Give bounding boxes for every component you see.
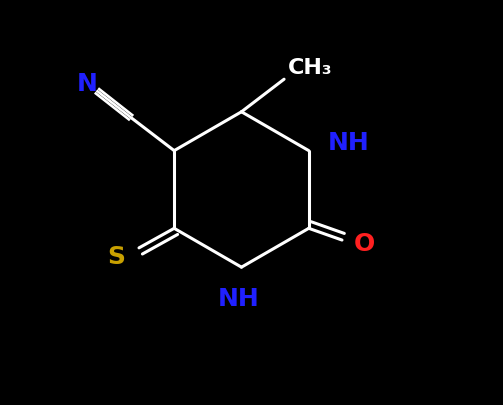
Text: NH: NH <box>218 286 260 311</box>
Text: N: N <box>77 72 98 96</box>
Text: NH: NH <box>328 130 370 154</box>
Text: O: O <box>354 232 375 256</box>
Text: S: S <box>107 244 125 268</box>
Text: CH₃: CH₃ <box>288 58 332 77</box>
